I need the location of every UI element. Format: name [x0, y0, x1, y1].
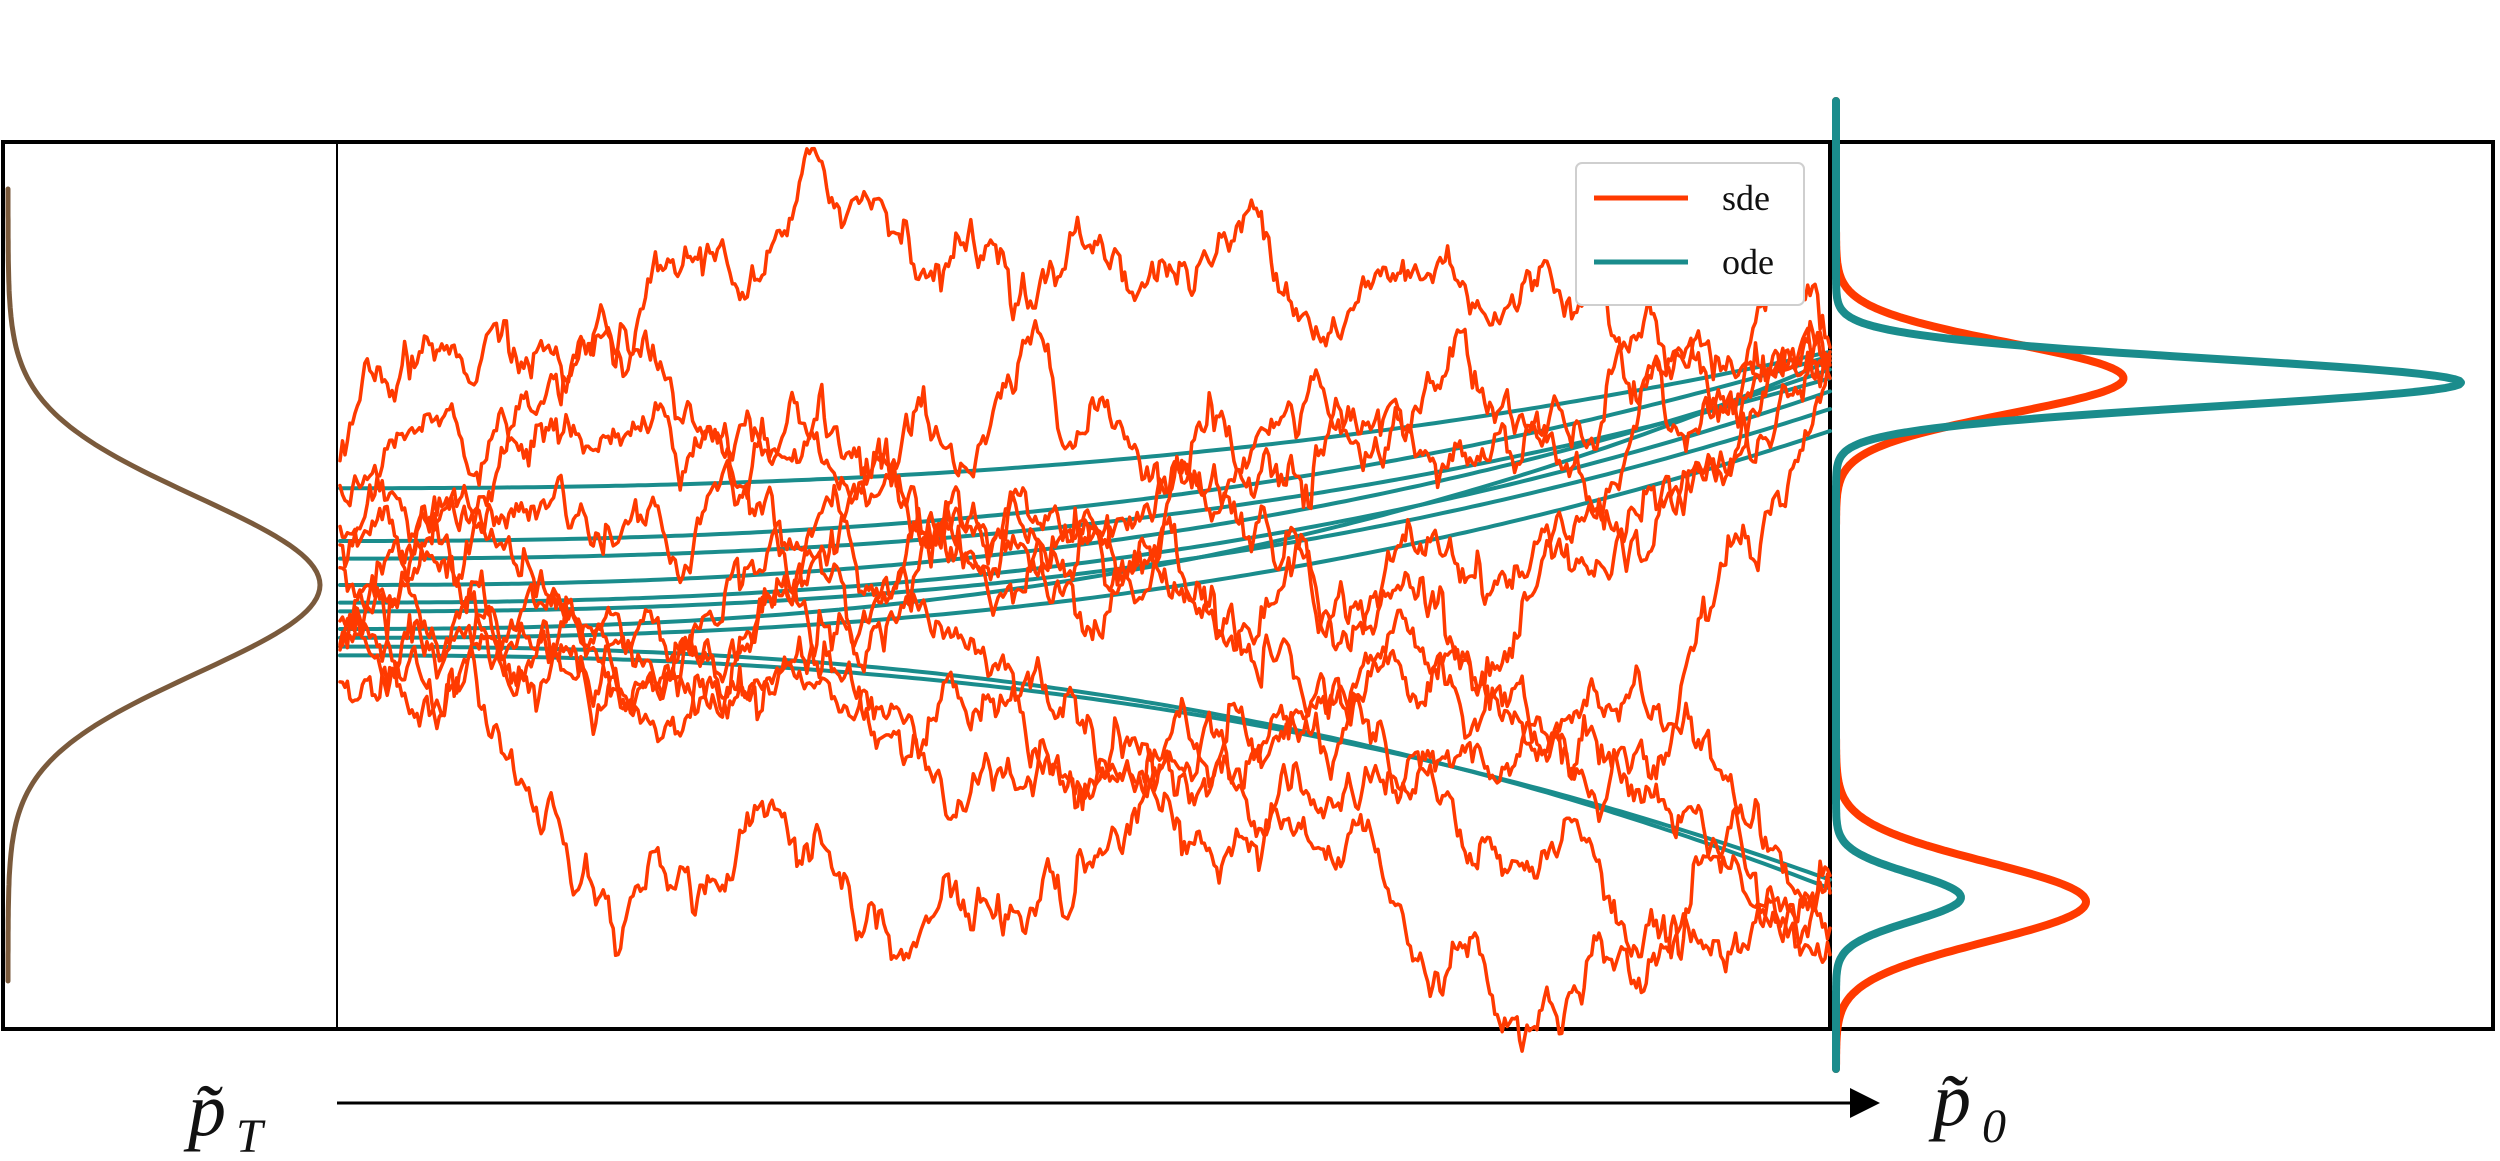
prior-density-panel — [5, 186, 323, 984]
ode-trajectory — [338, 389, 1832, 605]
legend-label-sde: sde — [1722, 178, 1770, 218]
prior-label-subscript: T — [236, 1110, 266, 1161]
prior-label: p̃ T — [183, 1068, 266, 1161]
prior-density-curve — [5, 186, 323, 984]
sde-trajectory — [338, 319, 1832, 704]
data-label: p̃ 0 — [1928, 1058, 2006, 1153]
ode-density-curve — [1832, 97, 2465, 1073]
ode-trajectory — [338, 653, 1832, 882]
ode-trajectory — [338, 644, 1832, 891]
sde-trajectory — [338, 463, 1832, 1053]
sde-density-curve — [1832, 97, 2128, 1073]
sde-trajectory — [338, 330, 1832, 642]
data-label-subscript: 0 — [1982, 1100, 2006, 1153]
ode-trajectory — [338, 367, 1832, 587]
ode-trajectory — [338, 407, 1832, 614]
data-label-symbol: p̃ — [1928, 1058, 1971, 1142]
sde-trajectory — [338, 382, 1832, 974]
sde-trajectory — [338, 540, 1832, 944]
data-density-panel — [1832, 97, 2465, 1073]
time-arrow-head — [1850, 1088, 1880, 1118]
sde-trajectory — [338, 354, 1832, 737]
sde-trajectory — [338, 319, 1832, 941]
ode-trajectory — [338, 349, 1832, 491]
legend: sde ode — [1575, 162, 1805, 306]
figure-frame — [1, 140, 2495, 1031]
sde-trajectory — [338, 354, 1832, 962]
legend-label-ode: ode — [1722, 242, 1774, 282]
ode-trajectory — [338, 429, 1832, 640]
trajectory-panel — [338, 146, 1832, 1053]
prior-label-symbol: p̃ — [183, 1068, 226, 1152]
sde-trajectory — [338, 245, 1832, 719]
